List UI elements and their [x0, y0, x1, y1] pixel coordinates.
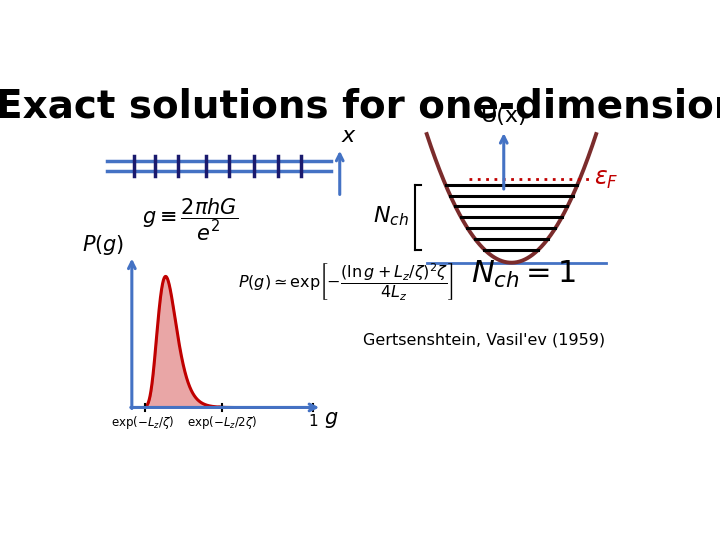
Text: $\epsilon_F$: $\epsilon_F$: [594, 167, 618, 191]
Text: $N_{ch}=1$: $N_{ch}=1$: [471, 259, 575, 290]
Text: U(x): U(x): [480, 106, 527, 126]
Text: $P(g) \simeq \exp\!\left[-\dfrac{(\ln g + L_z/\zeta)^2 \zeta}{4L_z}\right]$: $P(g) \simeq \exp\!\left[-\dfrac{(\ln g …: [238, 261, 454, 302]
Text: $g$: $g$: [323, 410, 338, 430]
Text: Gertsenshtein, Vasil'ev (1959): Gertsenshtein, Vasil'ev (1959): [364, 333, 606, 348]
Text: Exact solutions for one-dimension: Exact solutions for one-dimension: [0, 88, 720, 126]
Text: x: x: [342, 126, 355, 146]
Text: $N_{ch}$: $N_{ch}$: [373, 204, 409, 227]
Text: $g \equiv \dfrac{2\pi h G}{e^2}$: $g \equiv \dfrac{2\pi h G}{e^2}$: [142, 197, 238, 244]
Text: 1: 1: [308, 414, 318, 429]
Text: $P(g)$: $P(g)$: [82, 233, 124, 257]
Text: $\exp(-L_z/2\zeta)$: $\exp(-L_z/2\zeta)$: [187, 414, 258, 430]
Text: $\exp(-L_z/\zeta)$: $\exp(-L_z/\zeta)$: [112, 414, 174, 430]
